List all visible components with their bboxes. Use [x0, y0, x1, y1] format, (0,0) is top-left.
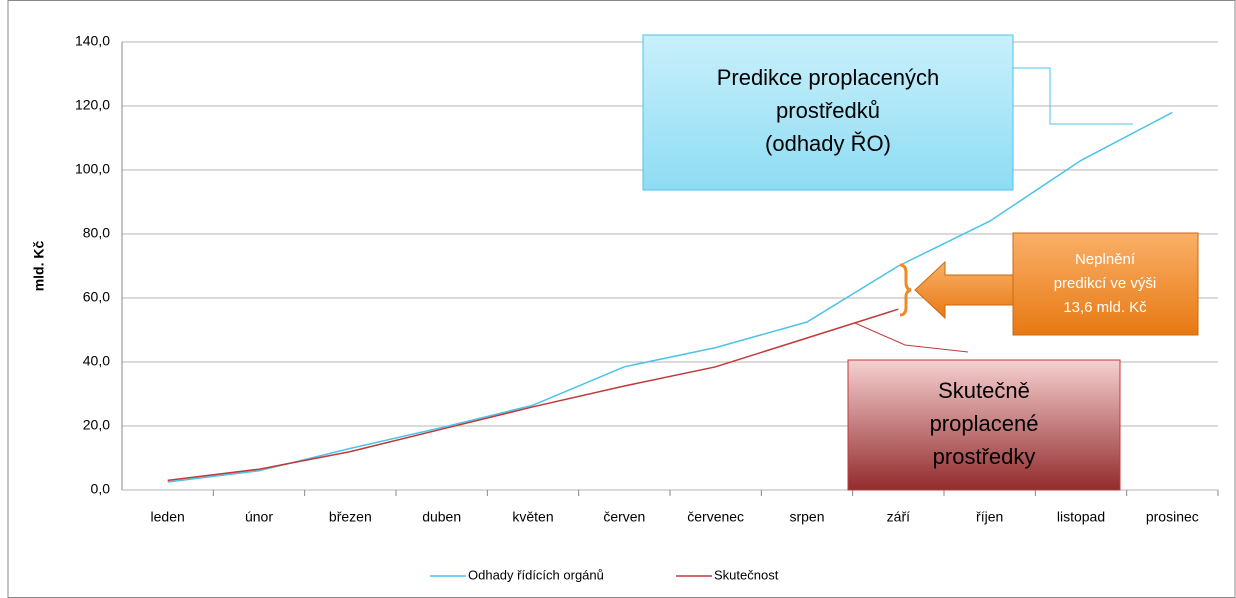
legend-label: Skutečnost — [714, 567, 779, 582]
x-tick-label: červenec — [687, 509, 744, 525]
callout-box — [1012, 232, 1199, 336]
y-tick-label: 40,0 — [83, 353, 110, 369]
series-line — [167, 111, 1173, 483]
callout-box — [847, 359, 1121, 491]
y-tick-label: 20,0 — [83, 417, 110, 433]
annotation-text: (odhady ŘO) — [765, 131, 891, 156]
x-tick-label: květen — [512, 509, 553, 525]
y-axis-label: mld. Kč — [31, 241, 47, 292]
y-tick-label: 60,0 — [83, 289, 110, 305]
x-tick-label: říjen — [976, 509, 1003, 525]
connector — [1013, 67, 1133, 125]
x-tick-label: červen — [603, 509, 645, 525]
x-tick-label: srpen — [789, 509, 824, 525]
annotation-text: Neplnění — [1075, 251, 1136, 268]
x-tick-label: prosinec — [1146, 509, 1199, 525]
callout-box — [642, 34, 1014, 191]
x-tick-label: únor — [245, 509, 273, 525]
x-tick-label: leden — [151, 509, 185, 525]
annotation-text: Predikce proplacených — [717, 65, 940, 90]
x-tick-label: listopad — [1057, 509, 1105, 525]
legend-label: Odhady řídících orgánů — [468, 567, 604, 582]
y-tick-label: 120,0 — [75, 97, 110, 113]
y-tick-label: 100,0 — [75, 161, 110, 177]
y-tick-label: 140,0 — [75, 33, 110, 49]
y-tick-label: 0,0 — [91, 481, 111, 497]
annotation-text: prostředky — [933, 444, 1036, 469]
series-line — [167, 308, 899, 482]
annotation-text: Skutečně — [938, 378, 1030, 403]
annotation-text: predikcí ve výši — [1054, 275, 1157, 292]
annotation-text: proplacené — [930, 411, 1039, 436]
x-tick-label: duben — [422, 509, 461, 525]
connector — [854, 322, 969, 353]
x-tick-label: březen — [329, 509, 372, 525]
arrow — [914, 260, 1014, 320]
y-tick-label: 80,0 — [83, 225, 110, 241]
x-tick-label: září — [887, 509, 910, 525]
annotation-text: 13,6 mld. Kč — [1063, 299, 1147, 316]
annotation-text: prostředků — [776, 98, 880, 123]
bracket — [899, 263, 912, 317]
